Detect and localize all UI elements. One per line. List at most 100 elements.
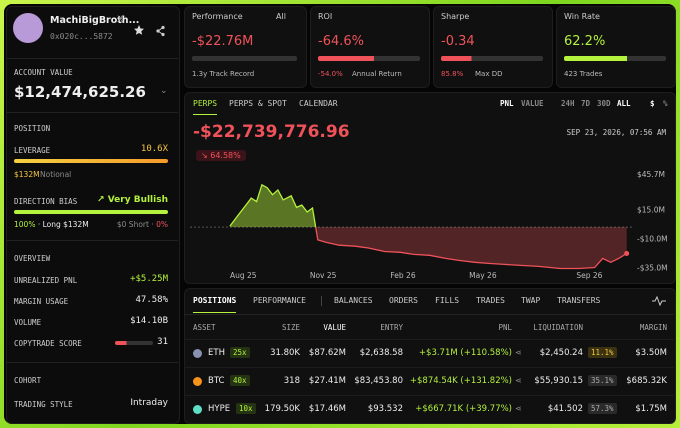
end-dot [624,250,630,256]
table-tab[interactable]: POSITIONS [193,296,237,313]
chart-panel [184,92,676,284]
liq-pct: 35.1% [588,375,617,386]
card [556,6,676,88]
x-tick-label: May 26 [469,271,497,280]
y-tick-label: -$35.0M [637,264,668,273]
leverage-badge: 40x [230,375,250,386]
toggle[interactable]: % [663,99,668,108]
row-sep [184,395,674,396]
x-tick-label: Aug 25 [230,271,257,280]
y-tick-label: $45.7M [637,170,665,179]
table-tab[interactable]: FILLS [435,296,460,305]
toggle[interactable]: 7D [581,99,591,108]
card-bar [192,56,297,61]
table-tab[interactable]: TRADES [476,296,505,305]
table-tab[interactable]: PERFORMANCE [253,296,306,305]
address[interactable]: 0x020c...5872 [50,32,113,41]
short-pct: 0% [156,220,168,229]
row-value: $14.10B [130,316,168,326]
cell: +$874.54K (+131.82%) [409,376,512,386]
card-bar [318,56,420,61]
cell: $17.46M [308,404,346,414]
short: $0 Short · 0% [116,220,168,229]
row-label: MARGIN USAGE [14,297,69,306]
asset-icon [193,405,202,414]
column-header: ASSET [193,323,216,332]
leverage-badge: 25x [230,347,250,358]
change-badge: ↘ 64.58% [196,150,246,161]
label: DIRECTION BIAS [14,197,78,206]
tab[interactable]: PERPS & SPOT [229,99,287,108]
column-header: LIQUIDATION [533,323,583,332]
y-tick-label: $15.0M [637,206,665,215]
toggle[interactable]: VALUE [521,99,544,108]
asset: ETH [208,348,225,358]
notional-label: Notional [40,170,72,179]
table-tab[interactable]: ORDERS [389,296,418,305]
pulse-icon[interactable] [652,296,666,306]
cell: +$3.71M (+110.58%) [418,348,512,358]
x-tick-label: Sep 26 [576,271,602,280]
card-value: -0.34 [441,34,475,49]
date: SEP 23, 2026, 07:56 AM [566,128,666,137]
toggle[interactable]: 30D [597,99,611,108]
share-icon[interactable]: ⋖ [515,348,522,357]
table-tab[interactable]: TWAP [521,296,541,305]
column-header: PNL [498,323,512,332]
note-value: 85.8% [441,70,464,78]
share-icon[interactable]: ⋖ [515,376,522,385]
cell: 318 [283,376,300,386]
tab[interactable]: PERPS [193,99,218,115]
card-note: Max DD [475,70,503,78]
card [184,6,307,88]
row-label: TRADING STYLE [14,400,73,409]
section-title: COHORT [14,376,42,385]
toggle[interactable]: 24H [561,99,575,108]
table-tab[interactable]: TRANSFERS [557,296,601,305]
cell: $2,450.24 [539,348,583,358]
cell: 31.80K [270,348,300,358]
short-value: $0 Short [116,220,149,229]
card-value: -64.6% [318,34,364,49]
cell: $93.532 [367,404,403,414]
asset: HYPE [208,404,231,414]
cell: +$667.71K (+39.77%) [415,404,512,414]
card-title: Win Rate [564,12,600,21]
asset-icon [193,349,202,358]
leverage-bar [14,159,168,163]
table-tab[interactable]: BALANCES [334,296,373,305]
sidebar [6,6,180,424]
chevron[interactable]: ⌄ [160,86,168,96]
toggle[interactable]: $ [650,99,655,108]
tab[interactable]: CALENDAR [299,99,338,108]
filter[interactable]: All [276,12,286,21]
row-value: +$5.25M [130,274,168,284]
cell: $83,453.80 [354,376,403,386]
leverage-badge: 10x [236,403,256,414]
toggle[interactable]: ALL [617,99,631,108]
asset-icon [193,377,202,386]
label: ACCOUNT VALUE [14,68,73,77]
notional-value: $132M [14,170,40,179]
column-header: SIZE [281,323,300,332]
column-header: VALUE [323,323,346,332]
card-bar [564,56,666,61]
card-title: ROI [318,12,333,21]
y-tick-label: -$10.0M [637,235,668,244]
x-link[interactable]: X [117,15,124,25]
asset: BTC [208,376,225,386]
row-value: 31 [157,337,168,347]
share-icon[interactable]: ⋖ [515,404,522,413]
icons[interactable] [134,25,174,37]
card-title: Performance [192,12,243,21]
toggle[interactable]: PNL [500,99,514,108]
x-tick-label: Nov 25 [310,271,337,280]
section-title: OVERVIEW [14,254,51,263]
line-below [315,227,628,270]
column-header: MARGIN [639,323,667,332]
row-label: COPYTRADE SCORE [14,339,82,348]
row-sep [184,339,674,340]
long-value: Long $132M [42,220,89,229]
leverage: 10.6X [140,144,168,154]
